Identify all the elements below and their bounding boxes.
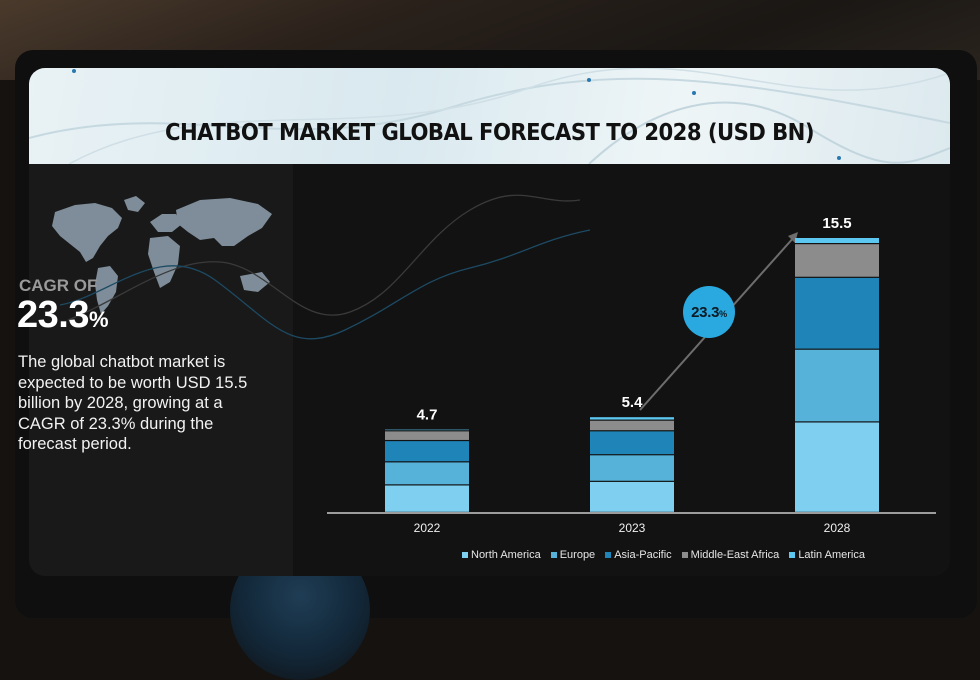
chart-title: CHATBOT MARKET GLOBAL FORECAST TO 2028 (… bbox=[165, 120, 814, 146]
legend-item-europe: Europe bbox=[550, 548, 596, 562]
bar-segment-europe-2022 bbox=[385, 462, 469, 485]
bar-segment-europe-2028 bbox=[795, 349, 879, 422]
bar-total-label: 4.7 bbox=[417, 407, 438, 424]
world-map-icon bbox=[52, 196, 272, 314]
legend-swatch bbox=[605, 552, 612, 558]
decorative-lines bbox=[29, 68, 950, 164]
legend-swatch bbox=[789, 552, 796, 558]
chart-legend: North America Europe Asia-Pacific Middle… bbox=[462, 548, 865, 562]
legend-label: Middle-East Africa bbox=[690, 549, 780, 561]
bar-segment-latin-america-2023 bbox=[590, 417, 674, 420]
decorative-trend-line bbox=[67, 194, 581, 321]
cagr-description: The global chatbot market is expected to… bbox=[18, 353, 248, 453]
infographic-panel: CHATBOT MARKET GLOBAL FORECAST TO 2028 (… bbox=[29, 68, 950, 576]
cagr-number: 23.3 bbox=[17, 294, 89, 336]
cagr-label: CAGR OF bbox=[19, 276, 98, 295]
bar-segment-north-america-2028 bbox=[795, 422, 879, 512]
bar-segment-asia-pacific-2023 bbox=[590, 431, 674, 455]
x-tick-label: 2022 bbox=[414, 521, 441, 535]
bar-segment-latin-america-2022 bbox=[385, 429, 469, 431]
x-tick-label: 2028 bbox=[824, 521, 851, 535]
cagr-percent: % bbox=[88, 307, 109, 332]
bars-layer: 4.7 2022 5.4 2023 15.5 2028 bbox=[385, 215, 879, 535]
bar-segment-europe-2023 bbox=[590, 455, 674, 481]
legend-item-north-america: North America bbox=[462, 548, 541, 562]
legend-item-middle-east-africa: Middle-East Africa bbox=[681, 548, 780, 562]
decorative-trend-line-blue bbox=[59, 229, 591, 340]
bar-total-label: 15.5 bbox=[822, 215, 851, 232]
bar-segment-middle-east-africa-2028 bbox=[795, 244, 879, 277]
cagr-bubble-percent: % bbox=[719, 308, 727, 319]
bar-segment-middle-east-africa-2022 bbox=[385, 431, 469, 440]
legend-swatch bbox=[550, 552, 557, 558]
bar-segment-asia-pacific-2022 bbox=[385, 441, 469, 462]
legend-label: Asia-Pacific bbox=[614, 549, 672, 561]
legend-item-asia-pacific: Asia-Pacific bbox=[605, 548, 672, 562]
legend-swatch bbox=[681, 552, 688, 558]
legend-item-latin-america: Latin America bbox=[789, 548, 865, 562]
x-tick-label: 2023 bbox=[619, 521, 646, 535]
cagr-value: 23.3% bbox=[17, 294, 109, 337]
bar-total-label: 5.4 bbox=[622, 394, 644, 411]
chart-area: 4.7 2022 5.4 2023 15.5 2028 bbox=[52, 194, 936, 535]
bar-segment-north-america-2022 bbox=[385, 485, 469, 512]
title-banner: CHATBOT MARKET GLOBAL FORECAST TO 2028 (… bbox=[29, 68, 950, 164]
bar-segment-north-america-2023 bbox=[590, 481, 674, 512]
bar-segment-asia-pacific-2028 bbox=[795, 277, 879, 349]
legend-label: North America bbox=[471, 549, 541, 561]
cagr-bubble: 23.3% bbox=[683, 286, 735, 338]
bar-segment-middle-east-africa-2023 bbox=[590, 420, 674, 431]
bar-segment-latin-america-2028 bbox=[795, 238, 879, 244]
legend-swatch bbox=[462, 552, 468, 558]
legend-label: Europe bbox=[559, 549, 596, 561]
cagr-bubble-number: 23.3 bbox=[691, 303, 720, 321]
legend-label: Latin America bbox=[798, 549, 865, 561]
